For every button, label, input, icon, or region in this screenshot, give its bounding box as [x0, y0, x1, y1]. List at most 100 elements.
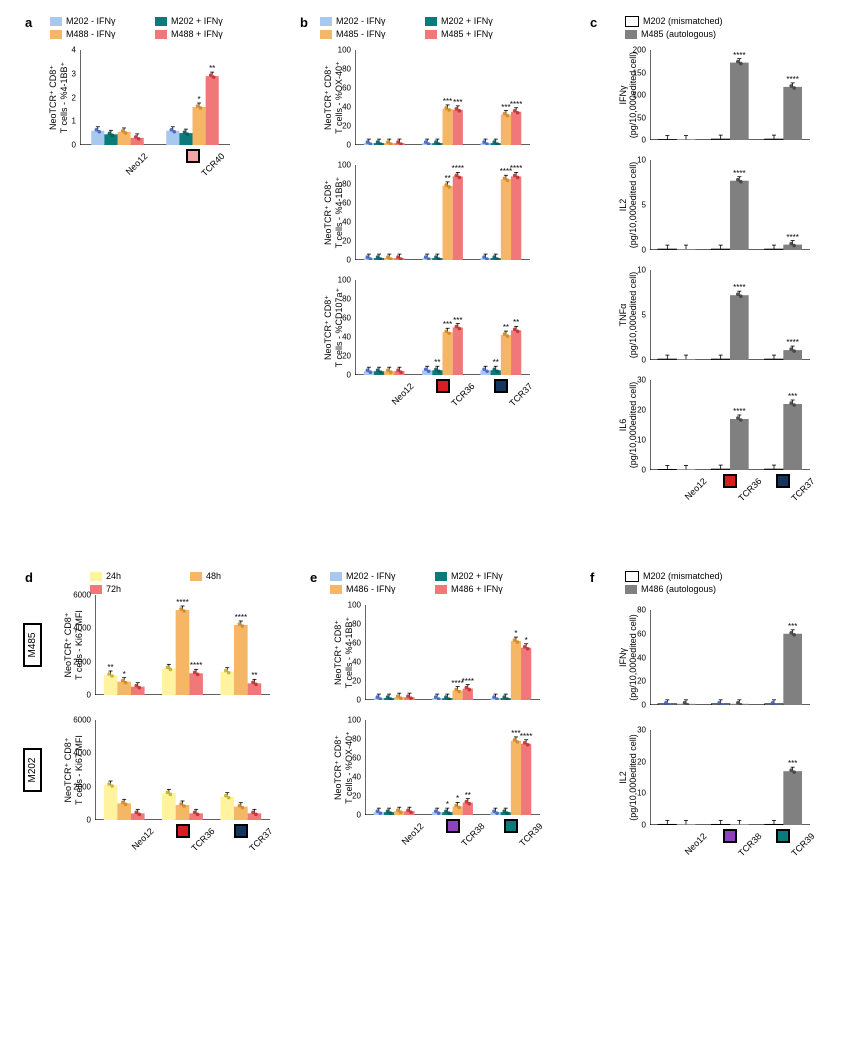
significance-marker: * [198, 95, 201, 104]
panel-b-chart-0: 020406080100NeoTCR⁺ CD8⁺ T cells - %OX-4… [355, 50, 530, 145]
significance-marker: **** [733, 407, 745, 416]
panel-f-label: f [590, 570, 594, 585]
y-axis-label: IL2 (pg/10,000edited cell) [618, 160, 638, 250]
legend-swatch [625, 585, 637, 594]
y-axis-label: NeoTCR⁺ CD8⁺ T cells - %4-1BB⁺ [333, 605, 355, 700]
significance-marker: *** [453, 98, 462, 107]
significance-marker: **** [733, 51, 745, 60]
legend-swatch [155, 30, 167, 39]
panel-e-chart-0: 020406080100NeoTCR⁺ CD8⁺ T cells - %4-1B… [365, 605, 540, 700]
category-marker [436, 379, 450, 393]
legend-text: M486 (autologous) [641, 583, 716, 595]
significance-marker: **** [520, 732, 532, 741]
legend-item: M486 (autologous) [625, 583, 785, 595]
legend-item: M202 - IFNγ [320, 15, 425, 27]
legend-item: M485 (autologous) [625, 28, 785, 40]
panel-e-legend: M202 - IFNγ M202 + IFNγ M486 - IFNγ M486 + … [330, 570, 540, 596]
y-axis-label: NeoTCR⁺ CD8⁺ T cells - %4-1BB⁺ [323, 165, 345, 260]
x-tick-label: TCR37 [247, 826, 274, 853]
significance-marker: ** [251, 671, 257, 680]
x-tick-label: TCR39 [517, 821, 544, 848]
y-axis-label: IL2 (pg/10,000edited cell) [618, 730, 638, 825]
significance-marker: ** [209, 64, 215, 73]
legend-item: M202 (mismatched) [625, 15, 785, 27]
legend-text: M202 - IFNγ [346, 570, 396, 582]
legend-item: M202 - IFNγ [330, 570, 435, 582]
significance-marker: ** [465, 791, 471, 800]
panel-c-chart-2: 0510TNFα (pg/10,000edited cell)******** [650, 270, 810, 360]
y-axis-label: NeoTCR⁺ CD8⁺ T cells - Ki67 MFI [63, 720, 84, 820]
category-marker [776, 474, 790, 488]
legend-item: M202 + IFNγ [435, 570, 540, 582]
panel-a-label: a [25, 15, 32, 30]
side-label: M485 [23, 623, 42, 667]
significance-marker: * [446, 800, 449, 809]
significance-marker: *** [788, 392, 797, 401]
legend-item: M202 (mismatched) [625, 570, 785, 582]
significance-marker: **** [462, 677, 474, 686]
legend-swatch [425, 17, 437, 26]
legend-text: M202 - IFNγ [66, 15, 116, 27]
legend-swatch [425, 30, 437, 39]
category-marker [723, 474, 737, 488]
y-axis-label: IFNγ (pg/10,000edited cell) [618, 50, 638, 140]
legend-swatch [625, 571, 639, 582]
legend-text: M486 + IFNγ [451, 583, 503, 595]
significance-marker: ** [444, 174, 450, 183]
panel-d-label: d [25, 570, 33, 585]
x-tick-label: Neo12 [123, 151, 149, 177]
category-marker [504, 819, 518, 833]
category-marker [234, 824, 248, 838]
significance-marker: ** [107, 663, 113, 672]
significance-marker: * [525, 636, 528, 645]
legend-item: M488 + IFNγ [155, 28, 260, 40]
significance-marker: **** [786, 233, 798, 242]
x-tick-label: Neo12 [390, 381, 416, 407]
x-tick-label: Neo12 [130, 826, 156, 852]
category-marker [186, 149, 200, 163]
y-axis-label: TNFα (pg/10,000edited cell) [618, 270, 638, 360]
panel-b-label: b [300, 15, 308, 30]
significance-marker: *** [788, 622, 797, 631]
legend-swatch [190, 572, 202, 581]
legend-swatch [625, 30, 637, 39]
legend-item: 72h [90, 583, 190, 595]
significance-marker: ** [493, 358, 499, 367]
legend-text: 72h [106, 583, 121, 595]
legend-swatch [330, 585, 342, 594]
legend-item: M486 - IFNγ [330, 583, 435, 595]
y-axis-label: NeoTCR⁺ CD8⁺ T cells - %CD107a⁺ [323, 280, 345, 375]
legend-swatch [320, 17, 332, 26]
legend-swatch [330, 572, 342, 581]
x-tick-label: TCR36 [736, 476, 763, 503]
x-tick-label: TCR36 [449, 381, 476, 408]
y-axis-label: NeoTCR⁺ CD8⁺ T cells - %4-1BB⁺ [48, 50, 70, 145]
significance-marker: **** [786, 75, 798, 84]
significance-marker: **** [235, 613, 247, 622]
legend-text: M202 + IFNγ [451, 570, 503, 582]
panel-b-chart-1: 020406080100NeoTCR⁺ CD8⁺ T cells - %4-1B… [355, 165, 530, 260]
x-tick-label: Neo12 [682, 476, 708, 502]
legend-text: M485 + IFNγ [441, 28, 493, 40]
legend-text: M202 (mismatched) [643, 570, 723, 582]
panel-a-chart: 01234NeoTCR⁺ CD8⁺ T cells - %4-1BB⁺Neo12… [80, 50, 230, 145]
panel-c-chart-0: 050100150200IFNγ (pg/10,000edited cell)*… [650, 50, 810, 140]
category-marker [176, 824, 190, 838]
category-marker [723, 829, 737, 843]
x-tick-label: TCR36 [189, 826, 216, 853]
x-tick-label: Neo12 [400, 821, 426, 847]
legend-item: M485 - IFNγ [320, 28, 425, 40]
legend-text: M485 - IFNγ [336, 28, 386, 40]
x-tick-label: TCR38 [736, 831, 763, 858]
y-axis-label: NeoTCR⁺ CD8⁺ T cells - %OX-40⁺ [333, 720, 355, 815]
significance-marker: **** [190, 661, 202, 670]
legend-text: M488 - IFNγ [66, 28, 116, 40]
legend-text: M202 + IFNγ [171, 15, 223, 27]
category-marker [446, 819, 460, 833]
significance-marker: **** [733, 169, 745, 178]
panel-a-legend: M202 - IFNγ M202 + IFNγ M488 - IFNγ M488 + … [50, 15, 260, 41]
significance-marker: **** [510, 100, 522, 109]
side-label: M202 [23, 748, 42, 792]
legend-text: M486 - IFNγ [346, 583, 396, 595]
panel-e-label: e [310, 570, 317, 585]
